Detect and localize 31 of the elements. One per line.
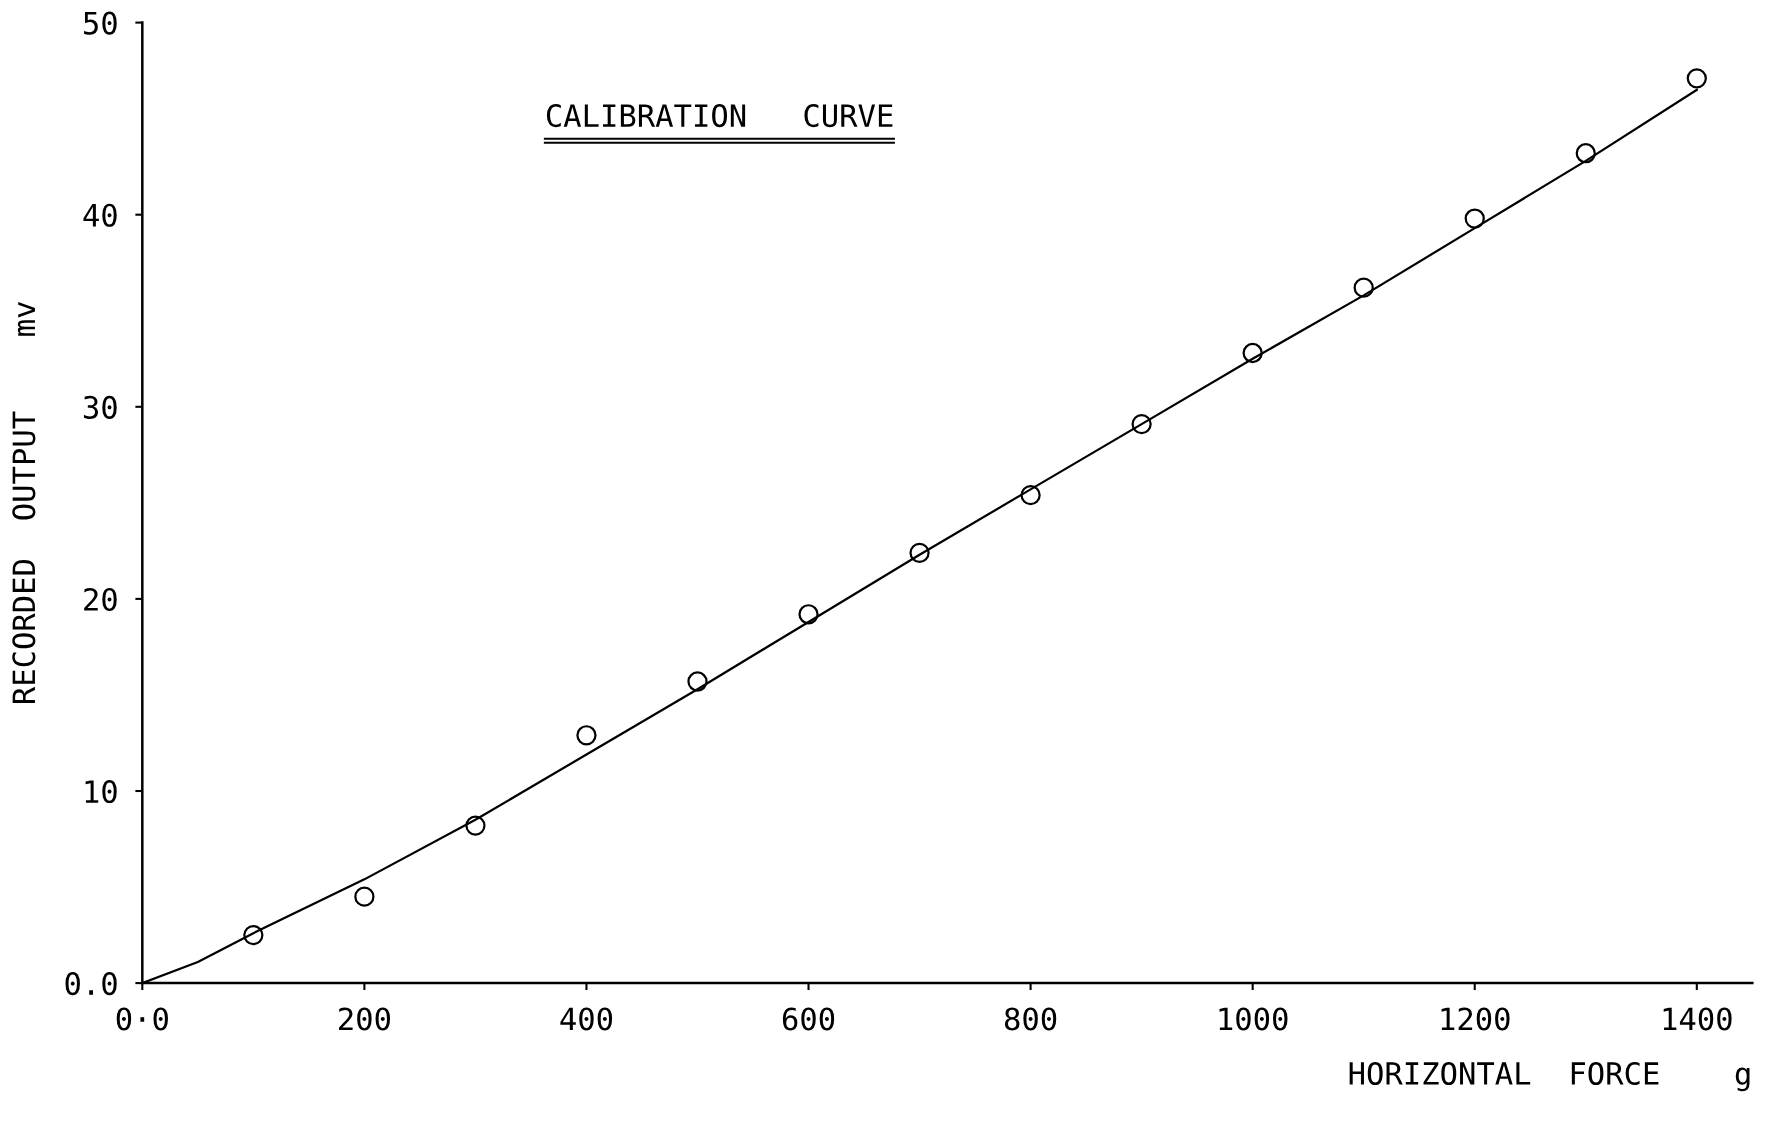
point	[1464, 208, 1485, 229]
x-tick-label: 1200	[1441, 1007, 1510, 1031]
point	[1353, 277, 1374, 298]
point	[1575, 143, 1596, 164]
x-tick-label: 800	[1004, 1007, 1057, 1031]
y-tick-label: 20	[84, 587, 117, 612]
point	[1242, 342, 1263, 364]
y-tick-label: 40	[83, 203, 117, 227]
point	[1131, 413, 1152, 435]
point	[1020, 485, 1041, 506]
point	[243, 924, 264, 946]
y-tick-label: 30	[83, 395, 117, 419]
y-tick-label: 0.0	[65, 972, 117, 996]
point	[465, 815, 486, 836]
x-tick-label: 1000	[1219, 1007, 1288, 1031]
text: CALIBRATION CURVE	[546, 104, 893, 128]
point	[576, 725, 597, 746]
y-tick-label: 10	[85, 780, 117, 804]
x-tick-label: 600	[782, 1007, 835, 1031]
point	[798, 604, 819, 625]
y-axis-title: RECORDED OUTPUT mv	[12, 301, 36, 704]
point	[354, 886, 375, 907]
point	[1686, 68, 1707, 89]
x-tick-label: 0·0	[116, 1007, 168, 1031]
x-tick-label: 1400	[1663, 1007, 1732, 1031]
y-tick-label: 50	[84, 11, 117, 35]
x-axis-title: HORIZONTAL FORCE g	[1349, 1061, 1750, 1092]
x-tick-label: 400	[560, 1007, 613, 1031]
point	[909, 542, 930, 563]
point	[687, 671, 708, 692]
x-tick-label: 200	[339, 1007, 390, 1031]
